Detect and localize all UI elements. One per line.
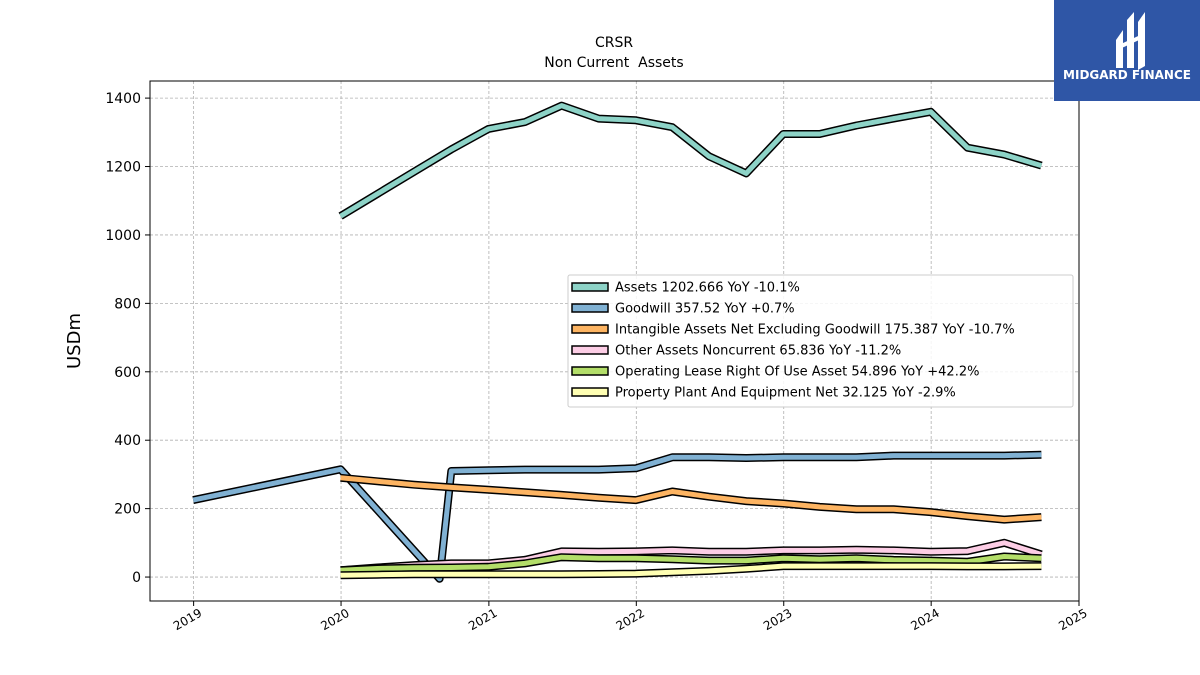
legend-entry: Assets 1202.666 YoY -10.1% — [615, 281, 800, 296]
y-axis-label: USDm — [64, 313, 85, 369]
x-tick-label: 2021 — [466, 606, 499, 633]
series-outline — [341, 106, 1042, 217]
series-line — [341, 106, 1042, 217]
legend-entry: Goodwill 357.52 YoY +0.7% — [615, 302, 795, 317]
y-tick-label: 800 — [114, 296, 141, 312]
x-tick-label: 2019 — [171, 606, 204, 633]
legend-swatch — [572, 388, 608, 396]
y-tick-label: 200 — [114, 502, 141, 518]
legend-entry: Operating Lease Right Of Use Asset 54.89… — [615, 365, 979, 380]
x-tick-label: 2023 — [761, 606, 794, 633]
legend-swatch — [572, 346, 608, 354]
legend-swatch — [572, 325, 608, 333]
x-tick-label: 2025 — [1056, 606, 1089, 633]
y-tick-label: 400 — [114, 433, 141, 449]
x-tick-label: 2024 — [908, 606, 941, 633]
chart-title: CRSR — [595, 35, 633, 51]
legend-swatch — [572, 367, 608, 375]
y-tick-label: 1200 — [105, 160, 141, 176]
legend-swatch — [572, 283, 608, 291]
legend-swatch — [572, 304, 608, 312]
x-tick-label: 2022 — [614, 606, 647, 633]
chart-subtitle: Non Current Assets — [544, 55, 683, 71]
y-tick-label: 1000 — [105, 228, 141, 244]
chart: CRSR Non Current Assets 2019 2020 2021 2022… — [0, 0, 1200, 675]
y-tick-label: 0 — [132, 570, 141, 586]
legend-entry: Other Assets Noncurrent 65.836 YoY -11.2… — [615, 344, 901, 359]
legend-entry: Property Plant And Equipment Net 32.125 … — [615, 386, 956, 401]
y-tick-label: 1400 — [105, 91, 141, 107]
midgard-finance-logo: MIDGARD FINANCE — [1054, 0, 1200, 101]
logo-text: MIDGARD FINANCE — [1054, 68, 1200, 82]
legend-entry: Intangible Assets Net Excluding Goodwill… — [615, 323, 1015, 338]
legend: Assets 1202.666 YoY -10.1% Goodwill 357.5… — [568, 275, 1073, 407]
x-tick-label: 2020 — [318, 606, 351, 633]
logo-mark-icon — [1054, 0, 1200, 101]
y-tick-label: 600 — [114, 365, 141, 381]
